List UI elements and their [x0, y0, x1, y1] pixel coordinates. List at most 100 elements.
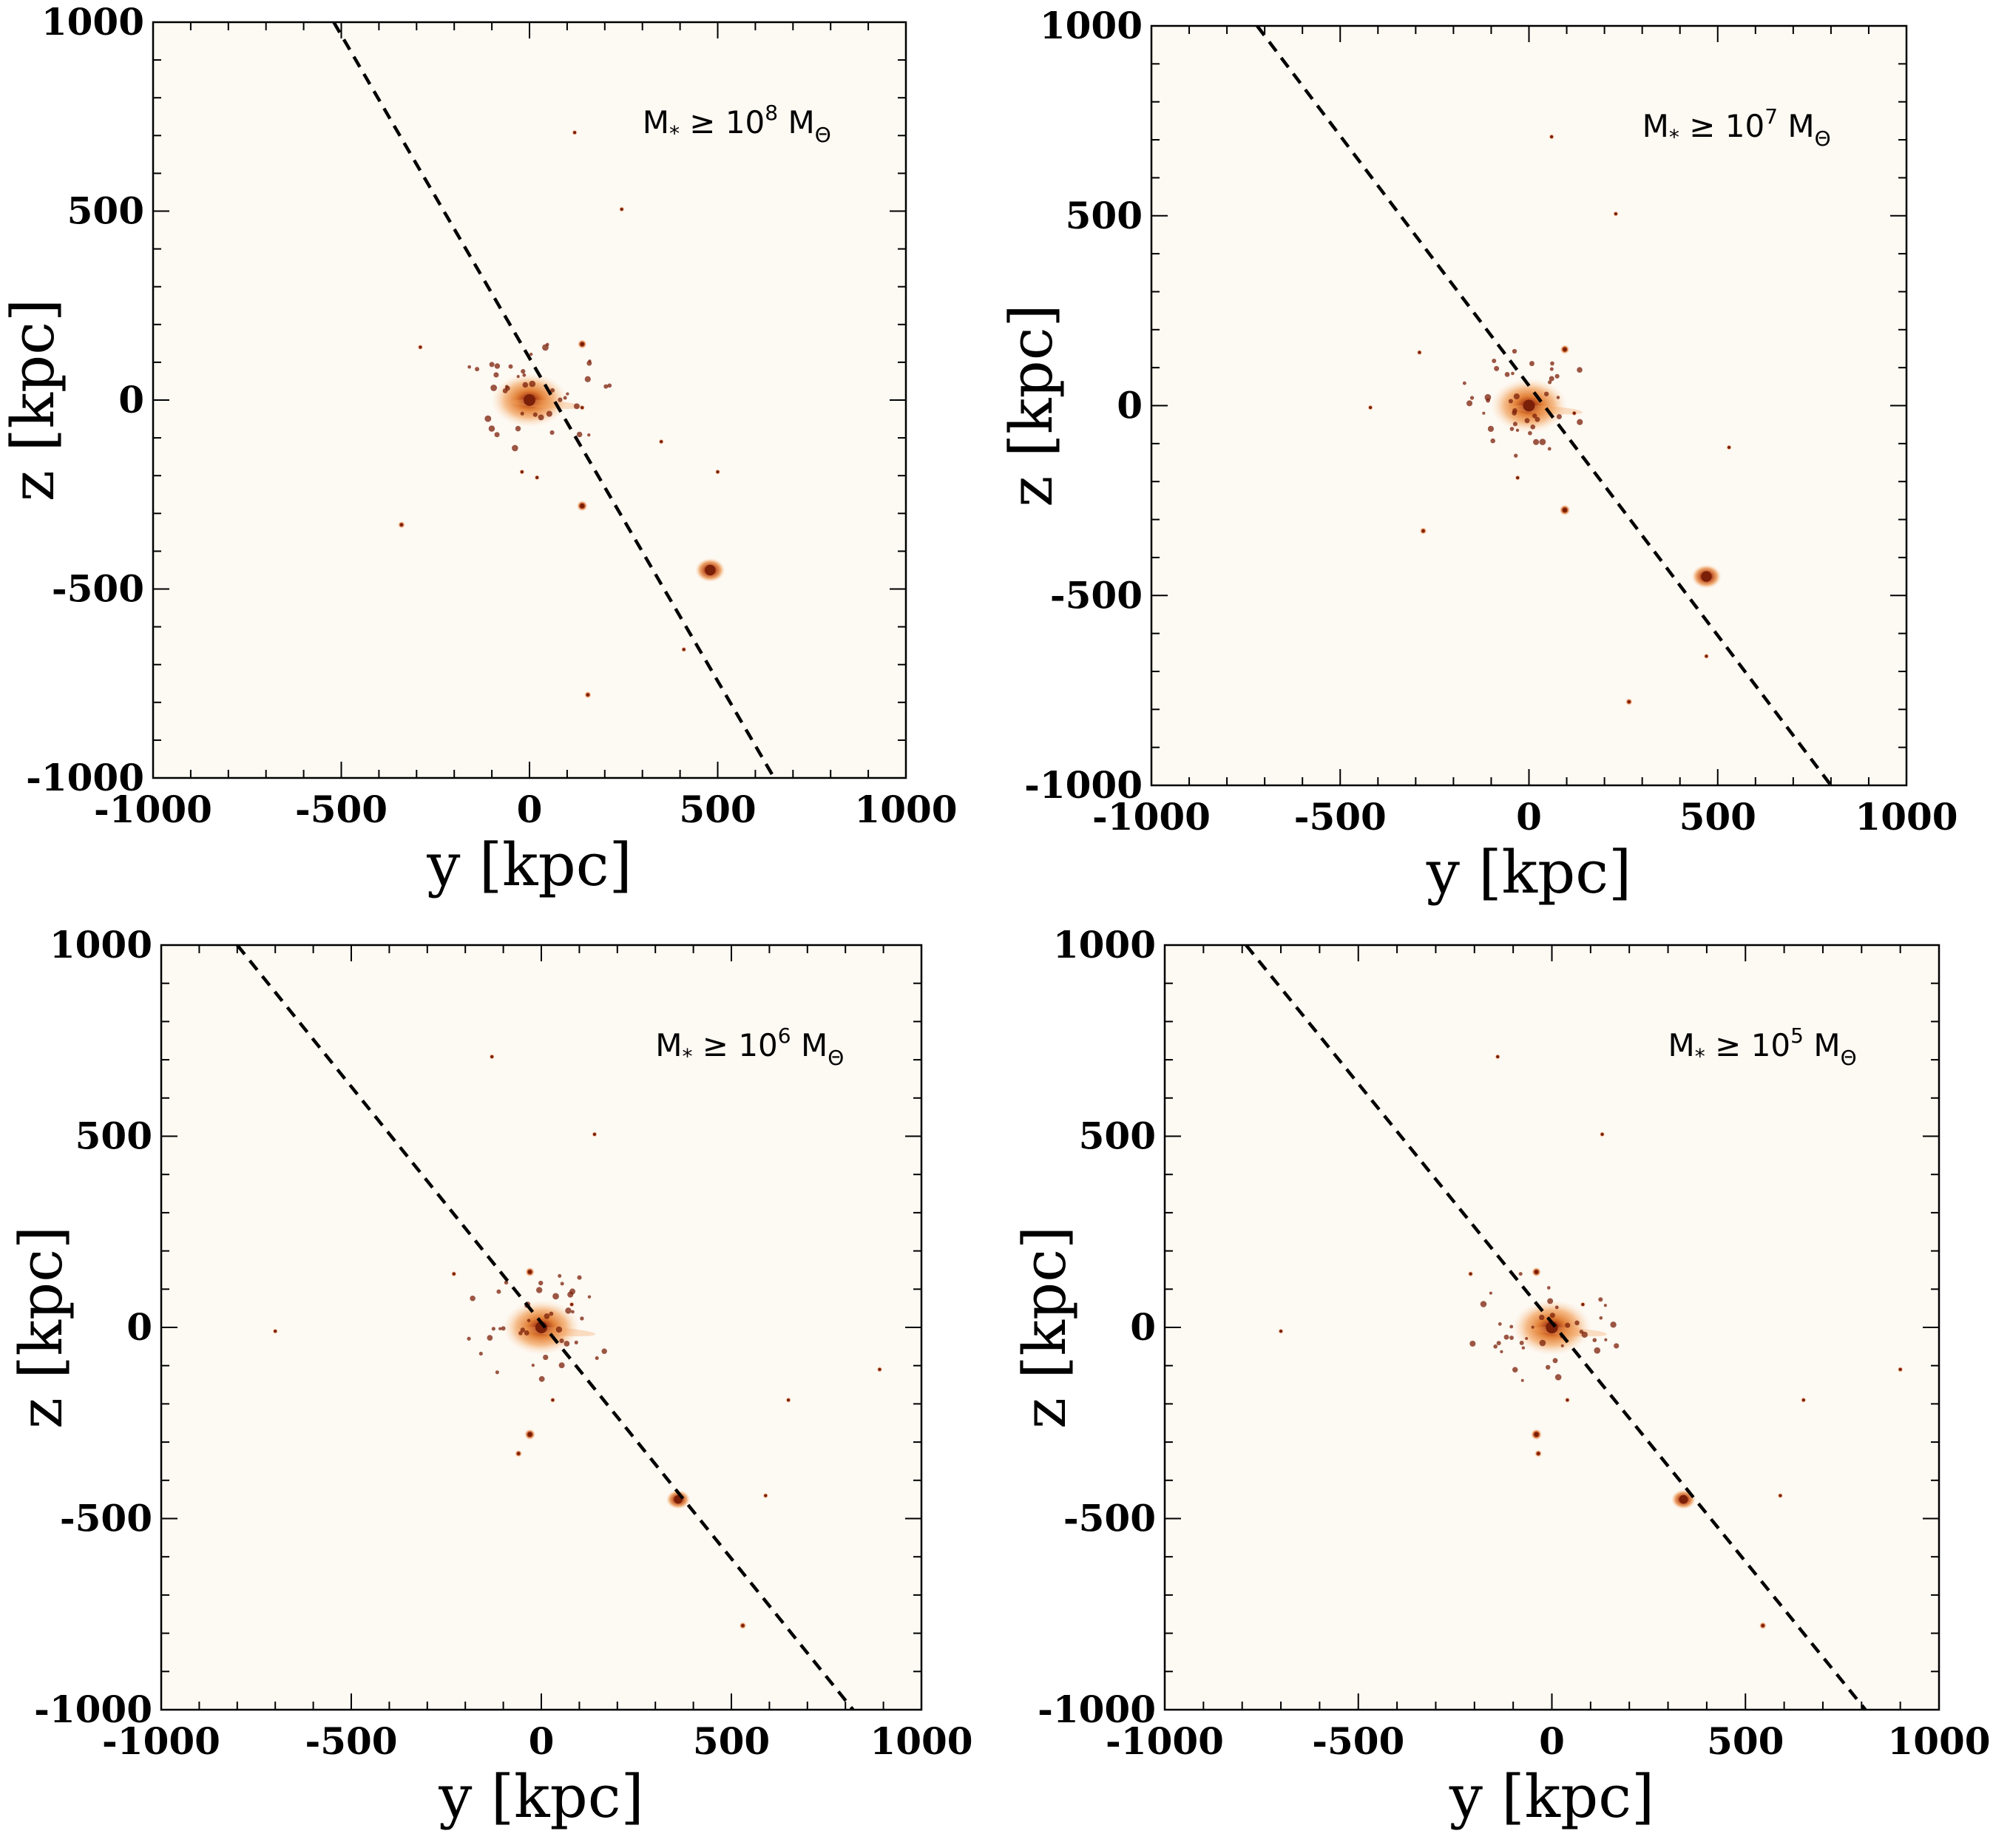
- clump-point: [1547, 1298, 1554, 1304]
- mass-threshold-label: M* ≥ 105 MΘ: [1668, 1023, 1857, 1070]
- label-part: *: [682, 1044, 692, 1069]
- label-part: ≥ 10: [1705, 1027, 1790, 1063]
- clump-point: [1484, 393, 1492, 401]
- clump-point: [1549, 367, 1554, 371]
- clump-point: [518, 1330, 523, 1336]
- x-axis-label: y [kpc]: [1426, 838, 1632, 907]
- clump-point: [1547, 447, 1552, 451]
- clump-point: [584, 376, 591, 382]
- y-tick-label: 0: [118, 378, 144, 422]
- x-tick-label: 0: [1516, 795, 1542, 839]
- clump-point: [1469, 396, 1475, 400]
- x-tick-label: 1000: [854, 788, 957, 831]
- clump-point: [512, 444, 518, 452]
- clump-point: [1489, 1291, 1492, 1295]
- clump-point: [549, 1311, 554, 1316]
- satellite-major-core: [1701, 571, 1712, 582]
- clump-point: [1508, 399, 1513, 404]
- clump-point: [1592, 1338, 1597, 1343]
- x-axis-label: y [kpc]: [1449, 1762, 1655, 1831]
- satellite-core-13: [551, 1398, 555, 1402]
- clump-point: [467, 365, 472, 369]
- clump-point: [1556, 413, 1562, 420]
- x-axis-label: y [kpc]: [426, 830, 632, 899]
- satellite-core-8: [573, 131, 577, 135]
- satellite-core-7: [1614, 212, 1617, 216]
- y-tick-label: 1000: [41, 0, 144, 44]
- clump-point: [607, 383, 612, 388]
- y-tick-label: 0: [126, 1305, 152, 1349]
- clump-point: [1494, 365, 1500, 371]
- clump-point: [1554, 1305, 1559, 1310]
- clump-point: [1466, 400, 1473, 407]
- clump-point: [549, 430, 555, 435]
- clump-point: [493, 372, 499, 378]
- dashed-axis-line: [236, 945, 855, 1710]
- clump-point: [1549, 376, 1554, 382]
- clump-point: [1513, 393, 1520, 400]
- y-tick-label: 1000: [50, 923, 152, 967]
- clump-point: [574, 1340, 578, 1344]
- clump-point: [565, 1307, 572, 1314]
- clump-point: [555, 1326, 563, 1333]
- clump-point: [1504, 372, 1510, 377]
- clump-point: [508, 364, 513, 369]
- y-tick-label: 1000: [1040, 4, 1143, 47]
- satellite-core-12: [570, 1302, 574, 1306]
- satellite-core-2: [1534, 1432, 1539, 1438]
- satellite-core-4: [1627, 700, 1631, 704]
- y-tick-label: 500: [1079, 1114, 1156, 1158]
- dashed-axis-line: [1245, 945, 1867, 1710]
- clump-point: [504, 1280, 509, 1285]
- label-part: M: [1804, 1027, 1841, 1063]
- label-part: Θ: [828, 1046, 844, 1070]
- plot-content: [1245, 945, 1904, 1710]
- y-tick-label: -1000: [34, 1688, 152, 1731]
- satellite-core-11: [764, 1494, 768, 1497]
- clump-point: [531, 1364, 535, 1367]
- x-tick-label: -500: [305, 1719, 397, 1763]
- clump-point: [538, 1280, 544, 1286]
- label-part: 6: [778, 1023, 791, 1048]
- clump-point: [1524, 418, 1530, 424]
- clump-point: [487, 1335, 493, 1341]
- clump-point: [1614, 1343, 1620, 1349]
- y-tick-label: -1000: [1038, 1688, 1156, 1731]
- satellite-core-5: [580, 342, 585, 347]
- clump-point: [527, 1319, 531, 1323]
- clump-point: [1462, 381, 1466, 385]
- clump-point: [558, 1362, 565, 1369]
- clump-point: [1552, 1358, 1558, 1364]
- clump-point: [1486, 398, 1490, 403]
- clump-point: [1487, 425, 1495, 433]
- clump-point: [524, 1330, 529, 1336]
- clump-point: [520, 411, 524, 416]
- clump-point: [1515, 428, 1520, 433]
- clump-point: [1556, 396, 1560, 399]
- satellite-core-12: [1516, 476, 1520, 480]
- clump-point: [558, 1273, 562, 1278]
- y-axis-label: z [kpc]: [0, 299, 67, 502]
- label-part: ≥ 10: [692, 1027, 777, 1063]
- y-tick-label: -500: [1063, 1497, 1156, 1540]
- clump-point: [563, 396, 567, 400]
- label-part: M: [1778, 108, 1815, 144]
- y-tick-label: 500: [75, 1114, 152, 1158]
- label-part: 5: [1790, 1023, 1804, 1048]
- clump-point: [603, 384, 609, 389]
- clump-point: [1512, 422, 1517, 427]
- label-part: *: [1669, 125, 1679, 149]
- label-part: Θ: [1815, 126, 1831, 151]
- clump-point: [1500, 1350, 1503, 1354]
- clump-point: [488, 425, 495, 432]
- clump-point: [587, 433, 591, 437]
- clump-point: [543, 1354, 549, 1361]
- clump-point: [1581, 1331, 1588, 1338]
- x-tick-label: -500: [1294, 795, 1387, 839]
- clump-point: [1496, 1341, 1501, 1346]
- clump-point: [1610, 1321, 1617, 1328]
- clump-point: [1509, 1324, 1514, 1329]
- clump-point: [569, 1288, 576, 1295]
- clump-point: [1528, 430, 1532, 436]
- clump-point: [535, 1287, 543, 1293]
